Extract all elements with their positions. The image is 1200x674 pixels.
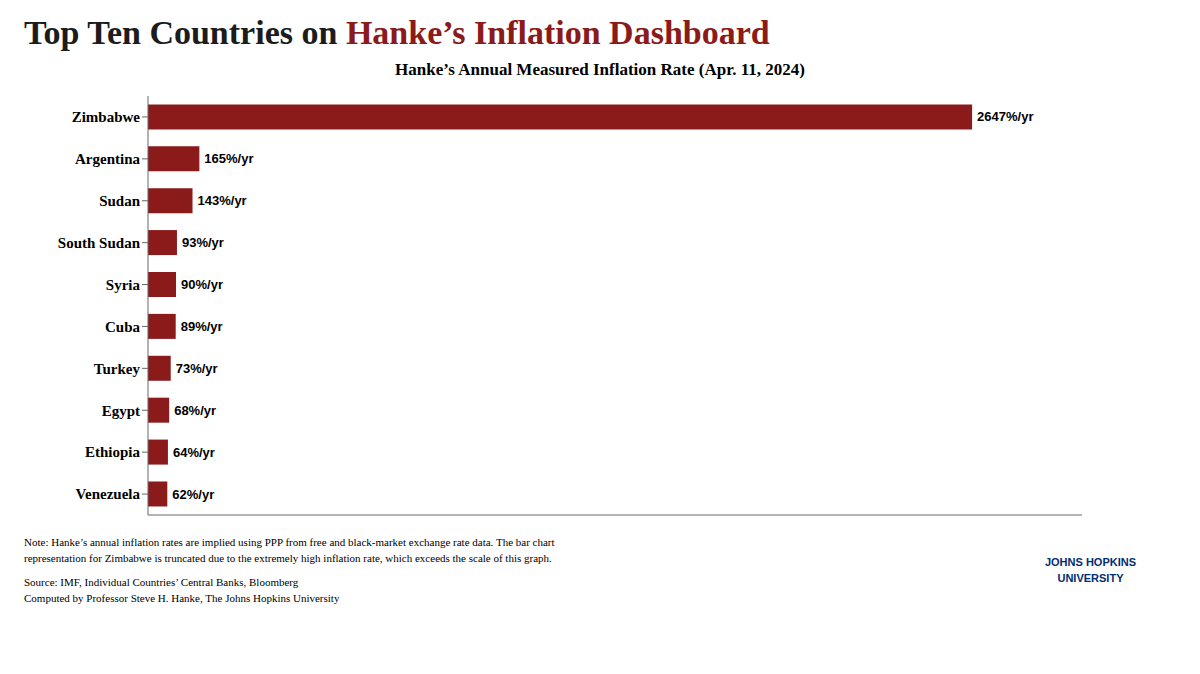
svg-text:Zimbabwe: Zimbabwe: [72, 109, 141, 125]
svg-text:2647%/yr: 2647%/yr: [977, 109, 1033, 124]
svg-text:73%/yr: 73%/yr: [176, 361, 218, 376]
svg-text:68%/yr: 68%/yr: [174, 403, 216, 418]
svg-text:Cuba: Cuba: [105, 319, 141, 335]
svg-text:143%/yr: 143%/yr: [198, 193, 247, 208]
svg-text:Turkey: Turkey: [94, 361, 141, 377]
svg-text:Egypt: Egypt: [102, 403, 140, 419]
svg-text:64%/yr: 64%/yr: [173, 445, 215, 460]
html-text:Hanke’s Annual Measured Inflat: Hanke’s Annual Measured Inflation Rate (…: [395, 60, 805, 79]
svg-text:Ethiopia: Ethiopia: [85, 444, 141, 460]
html-text:Computed by Professor Steve H.: Computed by Professor Steve H. Hanke, Th…: [24, 592, 340, 604]
svg-text:89%/yr: 89%/yr: [181, 319, 223, 334]
html-text:UNIVERSITY: UNIVERSITY: [1057, 572, 1124, 584]
html-text:representation for Zimbabwe is: representation for Zimbabwe is truncated…: [24, 552, 552, 564]
svg-text:90%/yr: 90%/yr: [181, 277, 223, 292]
html-text:JOHNS HOPKINS: JOHNS HOPKINS: [1044, 556, 1136, 568]
html-text:Source: IMF, Individual Countr: Source: IMF, Individual Countries’ Centr…: [24, 576, 299, 588]
svg-text:South Sudan: South Sudan: [58, 235, 141, 251]
html-text:Note: Hanke’s annual inflation: Note: Hanke’s annual inflation rates are…: [24, 536, 555, 548]
svg-text:Sudan: Sudan: [99, 193, 141, 209]
svg-text:Syria: Syria: [106, 277, 141, 293]
html-text:Top Ten Countries on Hanke’s I: Top Ten Countries on Hanke’s Inflation D…: [24, 14, 770, 51]
svg-text:Argentina: Argentina: [75, 151, 140, 167]
svg-text:62%/yr: 62%/yr: [172, 487, 214, 502]
svg-text:93%/yr: 93%/yr: [182, 235, 224, 250]
svg-text:165%/yr: 165%/yr: [204, 151, 253, 166]
svg-text:Venezuela: Venezuela: [76, 486, 141, 502]
